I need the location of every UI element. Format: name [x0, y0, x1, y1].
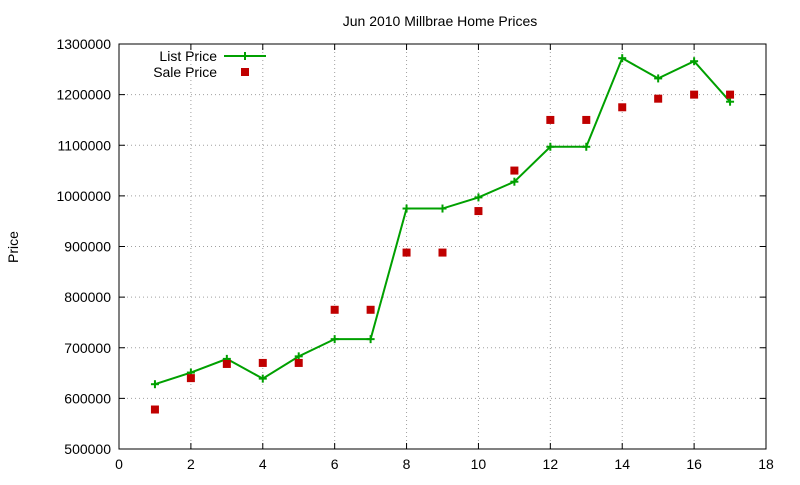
y-axis-label: Price [5, 231, 21, 263]
chart-title: Jun 2010 Millbrae Home Prices [343, 13, 538, 29]
list-price-point [510, 177, 519, 186]
x-tick-label: 18 [758, 456, 774, 472]
legend-swatch-plus [241, 52, 249, 60]
list-price-point [474, 193, 483, 202]
x-tick-label: 10 [471, 456, 487, 472]
sale-price-point [402, 248, 411, 257]
list-price-point [546, 142, 555, 151]
x-tick-label: 16 [686, 456, 702, 472]
x-tick-label: 0 [115, 456, 123, 472]
axes: 0 2 4 6 8 10 12 14 16 18 500000 600000 700000 800000 9… [56, 36, 774, 472]
x-tick-label: 12 [543, 456, 559, 472]
list-price-point [582, 142, 591, 151]
list-price-point [402, 204, 411, 213]
sale-price-point [618, 103, 627, 112]
sale-price-point [582, 115, 591, 124]
y-tick-label: 600000 [64, 390, 111, 406]
y-tick-label: 500000 [64, 441, 111, 457]
y-tick-label: 1300000 [56, 36, 111, 52]
y-tick-label: 800000 [64, 289, 111, 305]
list-price-point [438, 204, 447, 213]
y-tick-label: 1200000 [56, 87, 111, 103]
list-price-point [258, 374, 267, 383]
list-price-point [366, 335, 375, 344]
sale-price-point [186, 374, 195, 383]
x-tick-label: 2 [187, 456, 195, 472]
legend-swatch-square [241, 68, 249, 76]
legend-label-list-price: List Price [159, 48, 217, 64]
y-tick-label: 1100000 [58, 137, 112, 153]
sale-price-point [546, 115, 555, 124]
list-price-point [330, 335, 339, 344]
y-tick-label: 900000 [64, 239, 111, 255]
sale-price-point [222, 359, 231, 368]
list-price-point [690, 57, 699, 66]
sale-price-point [654, 94, 663, 103]
sale-price-point [510, 166, 519, 175]
y-tick-label: 1000000 [56, 188, 111, 204]
x-tick-label: 4 [259, 456, 267, 472]
sale-price-point [294, 358, 303, 367]
sale-price-point [330, 305, 339, 314]
sale-price-point [150, 405, 159, 414]
grid [119, 44, 766, 449]
sale-price-point [726, 90, 735, 99]
series [150, 54, 735, 414]
list-price-point [654, 74, 663, 83]
sale-price-point [438, 248, 447, 257]
list-price-point [150, 380, 159, 389]
list-price-point [618, 54, 627, 63]
x-tick-label: 6 [331, 456, 339, 472]
sale-price-point [690, 90, 699, 99]
sale-price-point [366, 305, 375, 314]
sale-price-point [258, 358, 267, 367]
legend-label-sale-price: Sale Price [153, 64, 217, 80]
list-price-line [154, 56, 731, 386]
x-tick-label: 14 [614, 456, 630, 472]
y-tick-label: 700000 [64, 340, 111, 356]
plot-border [118, 43, 767, 450]
x-tick-label: 8 [403, 456, 411, 472]
sale-price-point [474, 207, 483, 216]
list-price-point [726, 97, 735, 106]
